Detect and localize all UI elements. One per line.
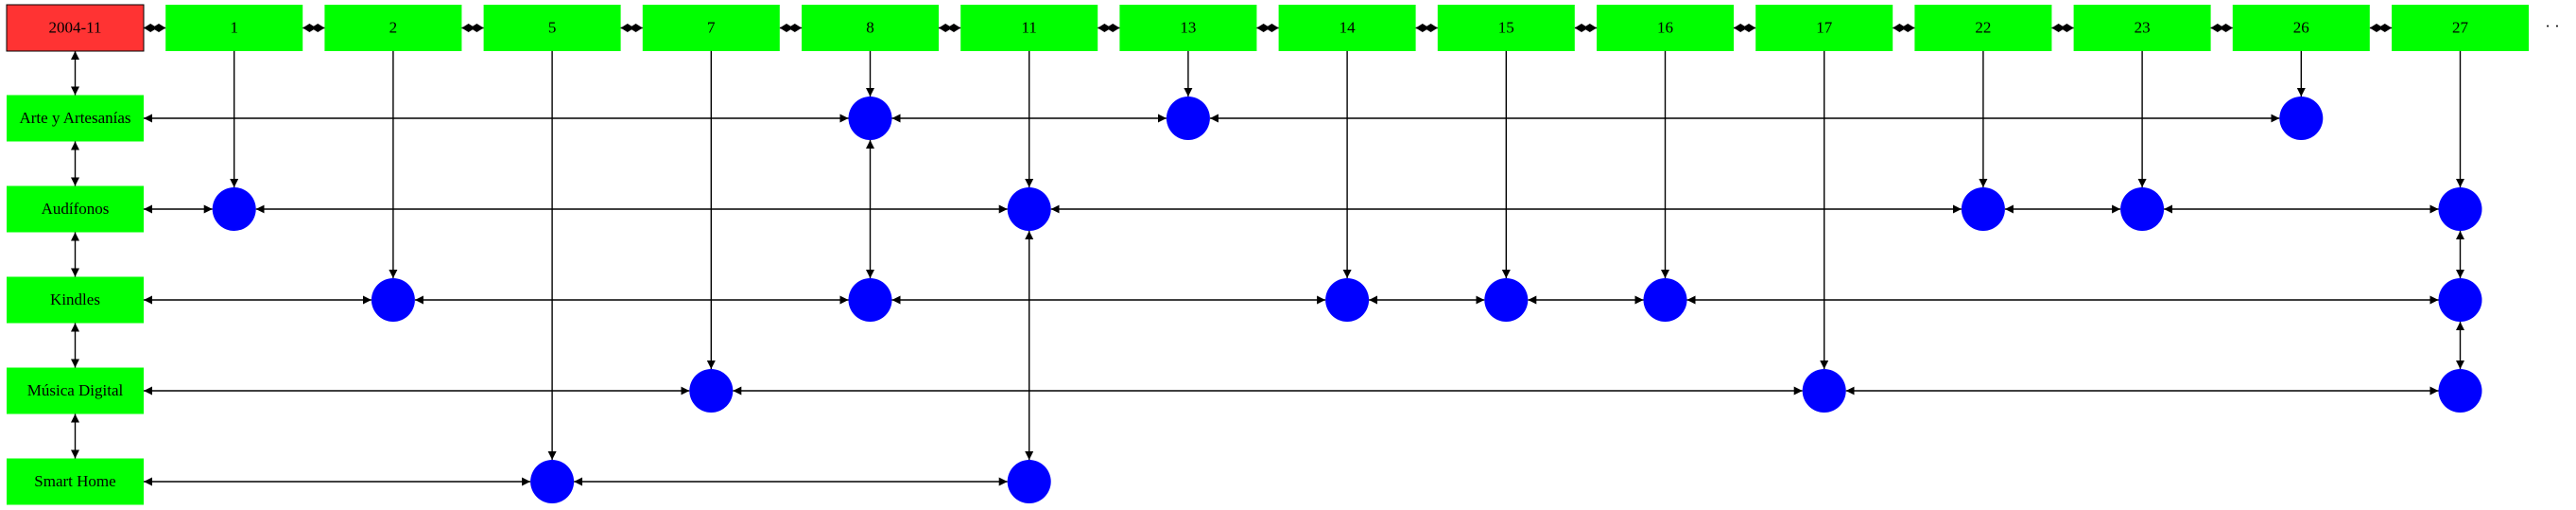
day-box-13-box (1119, 5, 1257, 51)
day-box-7 (642, 5, 780, 51)
day-box-13-label: 13 (1180, 19, 1196, 37)
month-box-box (6, 4, 145, 52)
event-node-kindles-27 (2438, 278, 2482, 322)
day-box-1 (165, 5, 303, 51)
day-box-8 (802, 5, 939, 51)
event-node-kindles-16 (1643, 278, 1687, 322)
event-node-kindles-15 (1484, 278, 1529, 322)
day-box-27-label: 27 (2452, 19, 2469, 37)
day-box-23-label: 23 (2135, 19, 2151, 37)
category-box-kindles (7, 276, 144, 324)
event-node-kindles-14 (1325, 278, 1370, 322)
day-box-16 (1597, 5, 1734, 51)
day-box-5 (483, 5, 621, 51)
day-box-23 (2073, 5, 2211, 51)
day-box-17 (1755, 5, 1893, 51)
day-box-8-box (802, 5, 939, 51)
event-node-audifonos-1 (212, 187, 256, 231)
day-box-27-box (2392, 5, 2529, 51)
day-box-26-label: 26 (2293, 19, 2309, 37)
trailing-ellipsis: · · (2545, 17, 2560, 35)
event-node-arte-y-artesanias-13 (1166, 97, 1210, 140)
month-box-label: 2004-11 (48, 19, 101, 37)
day-box-15-box (1437, 5, 1575, 51)
category-box-kindles-label: Kindles (50, 290, 100, 308)
event-node-kindles-8 (848, 278, 892, 322)
day-box-14 (1278, 5, 1416, 51)
day-box-2-box (324, 5, 462, 51)
category-box-arte-y-artesanias-box (7, 95, 144, 142)
event-node-audifonos-27 (2438, 187, 2482, 231)
event-node-audifonos-23 (2120, 187, 2165, 231)
day-box-7-box (642, 5, 780, 51)
category-box-smart-home-box (7, 458, 144, 505)
category-box-musica-digital (7, 367, 144, 414)
day-box-23-box (2073, 5, 2211, 51)
day-box-22-box (1914, 5, 2052, 51)
day-box-11 (960, 5, 1098, 51)
day-box-14-box (1278, 5, 1416, 51)
day-box-11-box (960, 5, 1098, 51)
labels-layer: 2004-11 1 2 5 7 8 11 13 14 15 16 17 22 23 26 27 Arte y A… (19, 19, 2468, 491)
day-box-27 (2392, 5, 2529, 51)
category-box-audifonos (7, 185, 144, 233)
category-box-arte-y-artesanias-label: Arte y Artesanías (19, 109, 130, 127)
day-box-17-box (1755, 5, 1893, 51)
day-box-15 (1437, 5, 1575, 51)
day-box-16-box (1597, 5, 1734, 51)
day-box-13 (1119, 5, 1257, 51)
category-box-kindles-box (7, 276, 144, 324)
event-node-musica-digital-7 (689, 369, 734, 413)
day-box-7-label: 7 (707, 19, 716, 37)
event-node-kindles-2 (371, 278, 415, 322)
day-box-17-label: 17 (1816, 19, 1833, 37)
day-box-16-label: 16 (1657, 19, 1673, 37)
day-box-22 (1914, 5, 2052, 51)
event-node-audifonos-22 (1961, 187, 2005, 231)
day-box-2 (324, 5, 462, 51)
day-box-1-label: 1 (230, 19, 238, 37)
month-box (6, 4, 145, 52)
day-box-14-label: 14 (1340, 19, 1357, 37)
day-box-5-label: 5 (548, 19, 557, 37)
category-box-arte-y-artesanias (7, 95, 144, 142)
day-box-1-box (165, 5, 303, 51)
category-box-musica-digital-label: Música Digital (27, 381, 124, 399)
nodes-layer (6, 4, 2529, 505)
day-box-15-label: 15 (1498, 19, 1514, 37)
category-box-smart-home-label: Smart Home (34, 472, 115, 490)
edges-layer (71, 24, 2464, 486)
category-box-audifonos-box (7, 185, 144, 233)
event-node-arte-y-artesanias-26 (2279, 97, 2324, 140)
day-box-22-label: 22 (1975, 19, 1991, 37)
category-box-musica-digital-box (7, 367, 144, 414)
day-box-5-box (483, 5, 621, 51)
event-node-audifonos-11 (1007, 187, 1051, 231)
day-box-26-box (2232, 5, 2370, 51)
category-box-smart-home (7, 458, 144, 505)
event-node-musica-digital-17 (1802, 369, 1846, 413)
event-node-musica-digital-27 (2438, 369, 2482, 413)
event-node-arte-y-artesanias-8 (848, 97, 892, 140)
day-box-2-label: 2 (389, 19, 398, 37)
day-box-11-label: 11 (1022, 19, 1037, 37)
day-box-26 (2232, 5, 2370, 51)
event-node-smart-home-11 (1007, 460, 1051, 503)
category-box-audifonos-label: Audífonos (42, 200, 110, 218)
day-box-8-label: 8 (866, 19, 874, 37)
event-node-smart-home-5 (530, 460, 575, 503)
